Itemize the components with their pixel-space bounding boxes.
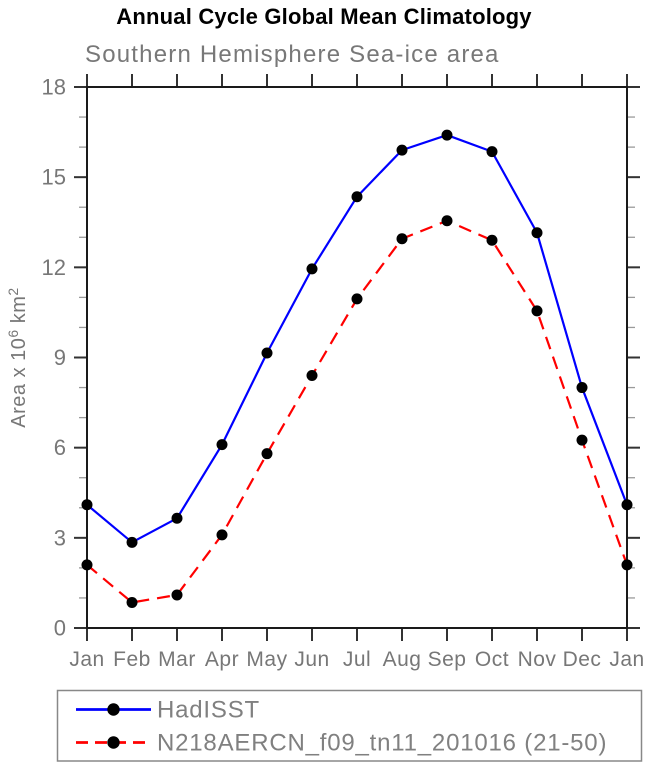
legend-row: N218AERCN_f09_tn11_201016 (21-50) <box>76 730 607 757</box>
series-0-point <box>126 536 138 548</box>
series-1-point <box>576 434 588 446</box>
series-1-point <box>81 559 93 571</box>
series-1-point <box>126 596 138 608</box>
series-0-point <box>441 129 453 141</box>
legend-box <box>56 689 643 762</box>
x-tick-label: Jan <box>69 648 104 671</box>
x-tick-label: Feb <box>113 648 151 671</box>
series-0-point <box>171 512 183 524</box>
legend-row: HadISST <box>76 697 260 724</box>
series-1-point <box>306 370 318 382</box>
x-tick-label: Sep <box>428 648 467 671</box>
x-tick-label: Apr <box>205 648 239 671</box>
series-1-point <box>486 234 498 246</box>
series-0-point <box>306 263 318 275</box>
series-0-point <box>351 191 363 203</box>
legend-marker <box>107 736 120 749</box>
series-1-point <box>441 215 453 227</box>
series-0-point <box>486 146 498 158</box>
series-0-point <box>531 227 543 239</box>
y-tick-label: 18 <box>42 75 66 100</box>
series-1-point <box>621 559 633 571</box>
axis-frame <box>86 86 628 629</box>
chart-title: Annual Cycle Global Mean Climatology <box>116 4 532 29</box>
series-1-point <box>261 448 273 460</box>
y-tick-label: 0 <box>54 616 66 641</box>
x-tick-label: Dec <box>563 648 602 671</box>
x-tick-label: Jan <box>609 648 644 671</box>
legend-label: HadISST <box>157 697 260 724</box>
series-1-point <box>216 529 228 541</box>
series-line-1 <box>86 219 629 604</box>
series-0-point <box>216 439 228 451</box>
x-tick-label: Jun <box>294 648 329 671</box>
series-1-point <box>171 589 183 601</box>
series-1-point <box>531 305 543 317</box>
x-tick-label: Oct <box>475 648 509 671</box>
series-0-point <box>81 499 93 511</box>
x-tick-label: Nov <box>518 648 557 671</box>
x-tick-label: Mar <box>158 648 196 671</box>
y-tick-label: 15 <box>42 165 66 190</box>
x-tick-label: Aug <box>383 648 422 671</box>
series-1-point <box>351 293 363 305</box>
y-tick-label: 12 <box>42 255 66 280</box>
legend-label: N218AERCN_f09_tn11_201016 (21-50) <box>157 730 607 757</box>
series-0-point <box>576 382 588 394</box>
x-tick-label: May <box>246 648 287 671</box>
legend-marker <box>107 703 120 716</box>
y-tick-label: 6 <box>54 435 66 460</box>
series-1-point <box>396 233 408 245</box>
y-tick-label: 9 <box>54 345 66 370</box>
series-0-point <box>261 347 273 359</box>
y-tick-label: 3 <box>54 525 66 550</box>
y-axis-title: Area x 106 km2 <box>5 287 30 427</box>
series-0-point <box>621 499 633 511</box>
series-0-point <box>396 144 408 156</box>
chart-subtitle: Southern Hemisphere Sea-ice area <box>85 41 500 68</box>
x-tick-label: Jul <box>343 648 371 671</box>
